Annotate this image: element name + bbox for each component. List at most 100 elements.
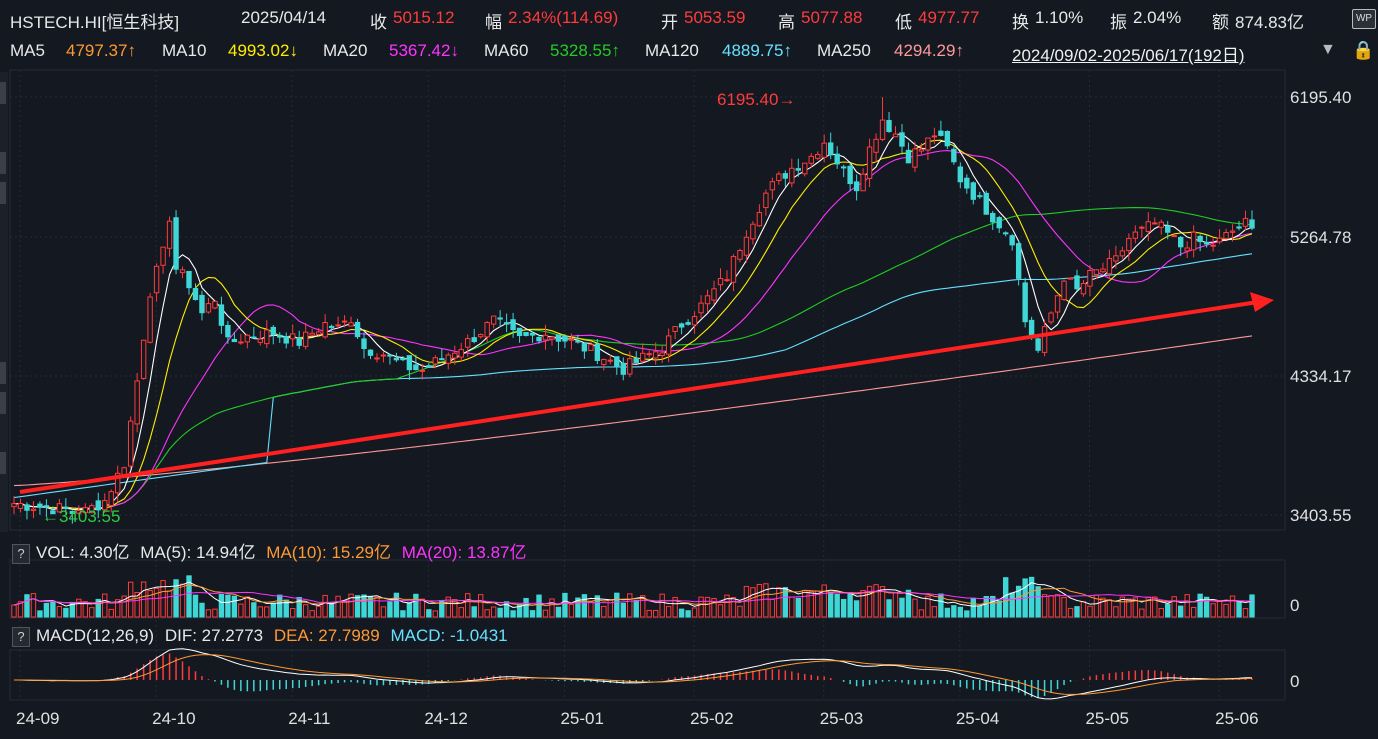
volume-bar <box>264 606 270 618</box>
candle-body <box>1190 231 1197 251</box>
chevron-down-icon[interactable]: ▼ <box>1320 41 1336 58</box>
volume-bar <box>853 600 860 618</box>
volume-bar <box>1015 585 1022 618</box>
date-tick-label: 25-02 <box>690 709 733 728</box>
candle-body <box>1178 236 1184 248</box>
volume-bar <box>186 575 192 618</box>
candle-body <box>302 331 309 347</box>
price-tick-label: 3403.55 <box>1290 506 1351 525</box>
candle-body <box>1041 326 1048 353</box>
candle-body <box>1242 217 1249 227</box>
macd-help-icon[interactable]: ? <box>12 626 30 647</box>
candle-body <box>1035 338 1041 351</box>
candle-body <box>983 192 989 215</box>
date-axis: 24-09 24-10 24-11 24-12 25-01 25-02 25-03 25-04… <box>16 709 1259 728</box>
volume-bar <box>290 607 296 618</box>
candle-body <box>471 337 477 343</box>
candle-body <box>50 510 56 515</box>
volume-bar <box>1119 596 1126 618</box>
date-tick-label: 25-05 <box>1085 709 1128 728</box>
volume-bar <box>380 606 387 618</box>
tool-tab[interactable] <box>0 392 6 414</box>
volume-bar <box>419 598 426 618</box>
volume-bar <box>873 584 879 618</box>
volume-bar <box>840 598 847 618</box>
volume-bar <box>1100 597 1106 618</box>
volume-bar <box>1236 601 1242 618</box>
volume-bar <box>1132 597 1139 618</box>
candle-body <box>990 212 996 223</box>
tool-tab[interactable] <box>0 152 6 174</box>
lock-icon[interactable]: 🔒 <box>1352 40 1375 60</box>
volume-bar <box>1249 594 1255 618</box>
volume-bar <box>847 592 853 618</box>
symbol-name[interactable]: HSTECH.HI[恒生科技] <box>10 13 180 32</box>
candle-body <box>750 223 756 240</box>
volume-bar <box>257 606 264 618</box>
candle-body <box>1152 222 1158 225</box>
volume-bar <box>737 605 743 618</box>
macd-panel: 0 <box>14 648 1299 700</box>
date-tick-label: 25-06 <box>1215 709 1258 728</box>
candle-body <box>808 155 814 164</box>
volume-bar <box>1216 600 1223 618</box>
volume-help-icon[interactable]: ? <box>12 543 30 564</box>
volume-bar <box>652 609 659 618</box>
candle-body <box>970 182 976 200</box>
ma10-line <box>13 139 1253 510</box>
min-price-annotation: ←3403.55 <box>42 507 120 526</box>
date-range-selector[interactable]: 2024/09/02-2025/06/17(192日) <box>1012 46 1245 65</box>
volume-bar <box>827 592 834 618</box>
volume-bar <box>685 610 691 618</box>
wp-icon[interactable]: WP <box>1352 9 1376 29</box>
volume-bar <box>205 609 212 618</box>
date-tick-label: 24-12 <box>424 709 467 728</box>
candle-body <box>127 420 134 467</box>
volume-bar <box>50 600 56 618</box>
candle-body <box>866 146 873 179</box>
volume-panel-frame <box>9 559 1286 619</box>
tool-tab[interactable] <box>0 452 6 474</box>
volume-bar <box>549 598 555 618</box>
volume-bar <box>134 591 140 618</box>
candle-body <box>173 217 179 270</box>
candle-body <box>1080 282 1087 295</box>
tool-tab[interactable] <box>0 82 6 104</box>
candle-body <box>646 353 652 356</box>
volume-bar <box>251 602 257 618</box>
ma60-label: MA60 <box>484 41 529 60</box>
volume-bar <box>1203 596 1210 618</box>
volume-bar <box>905 589 912 618</box>
candle-body <box>452 352 458 359</box>
volume-bar <box>892 592 899 618</box>
candle-body <box>931 135 938 138</box>
volume-bar <box>1139 608 1145 618</box>
macd-line <box>14 648 1252 700</box>
candle-body <box>1093 269 1100 275</box>
tool-tab[interactable] <box>0 182 6 204</box>
volume-bar <box>782 587 789 618</box>
volume-bar <box>238 603 244 618</box>
candle-body <box>503 322 510 325</box>
candle-body <box>776 173 782 181</box>
volume-bar <box>594 595 601 618</box>
volume-bar <box>63 607 69 618</box>
candle-body <box>1210 244 1216 247</box>
candle-body <box>879 119 886 140</box>
candle-body <box>283 336 289 344</box>
ma120-path <box>13 253 1253 499</box>
volume-bar <box>802 590 808 618</box>
candle-body <box>153 265 160 294</box>
volume-bar <box>1223 603 1229 618</box>
candle-body <box>627 358 633 375</box>
volume-bar <box>665 606 672 618</box>
candle-body <box>957 166 964 183</box>
volume-bar <box>691 607 698 618</box>
grid <box>9 69 1286 701</box>
volume-bar <box>1106 599 1113 618</box>
volume-bar <box>1178 605 1184 618</box>
candle-body <box>432 357 439 365</box>
amount-label: 额 <box>1212 13 1229 32</box>
tool-tab[interactable] <box>0 362 6 384</box>
